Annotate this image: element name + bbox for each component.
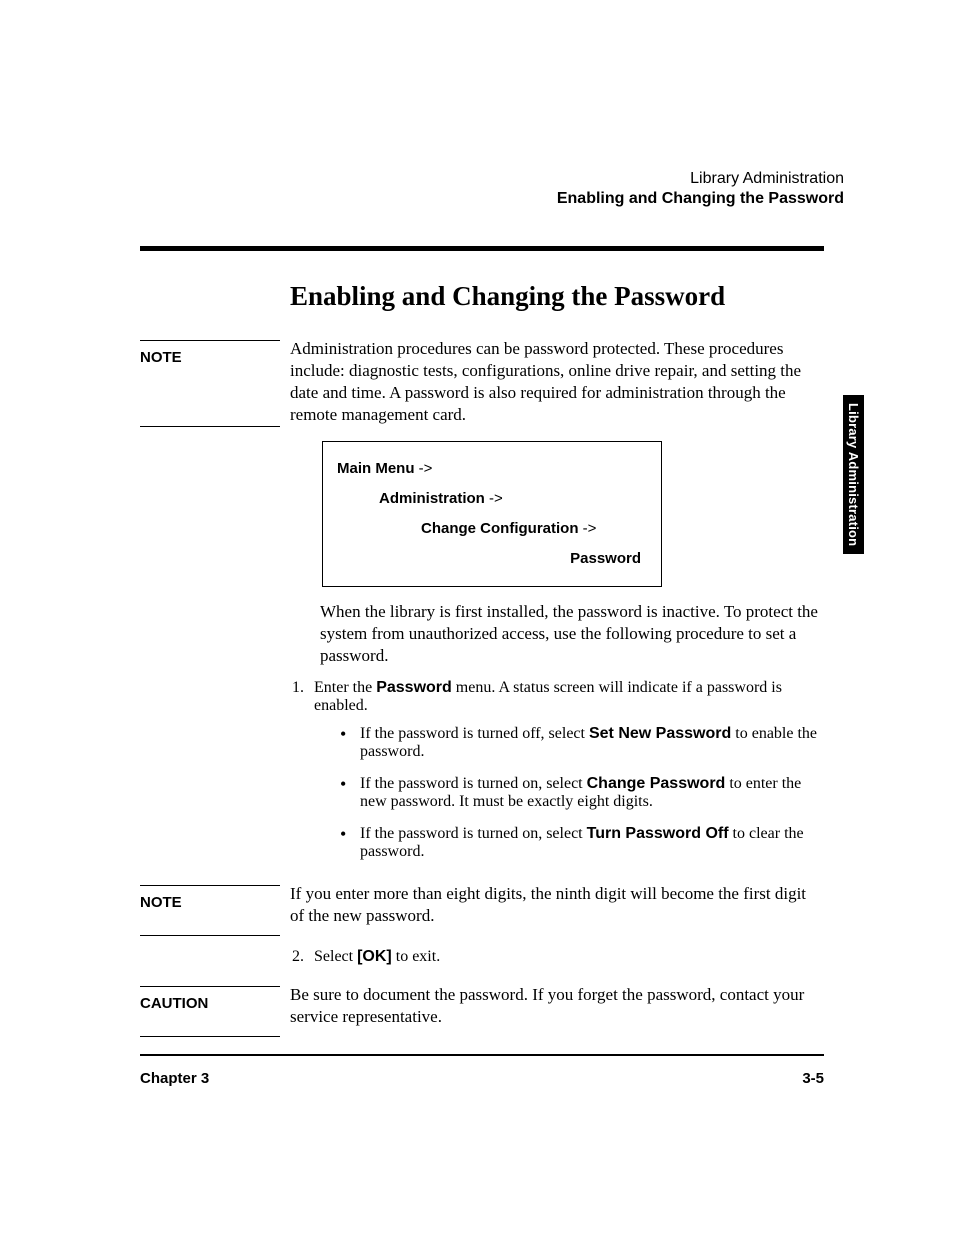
bullet-item: If the password is turned on, select Cha… [340,775,824,811]
caution-block: CAUTION Be sure to document the password… [140,984,824,1037]
header-topic: Enabling and Changing the Password [140,190,844,208]
step-1: Enter the Password menu. A status screen… [308,679,824,861]
bullet-text: If the password is turned on, select [360,775,587,792]
bullet-text: If the password is turned off, select [360,725,589,742]
menu-path-box: Main Menu -> Administration -> Change Co… [322,441,662,587]
footer-page-number: 3-5 [802,1070,824,1087]
bullet-bold: Turn Password Off [587,825,729,842]
rule [140,340,280,341]
side-tab: Library Administration [843,395,864,554]
note-label-col: NOTE [140,883,290,936]
bullet-bold: Set New Password [589,725,731,742]
note-text: Administration procedures can be passwor… [290,338,824,426]
rule [140,1036,280,1037]
bullet-list: If the password is turned off, select Se… [314,725,824,861]
step-2: Select [OK] to exit. [308,948,824,966]
footer-chapter: Chapter 3 [140,1070,209,1087]
steps-list: Enter the Password menu. A status screen… [290,679,824,861]
caution-label: CAUTION [140,995,280,1012]
step-bold: [OK] [357,948,392,965]
step-text: Select [314,948,357,965]
content-area: Enabling and Changing the Password NOTE … [140,246,824,1037]
page: Library Administration Enabling and Chan… [0,0,954,1235]
caution-text: Be sure to document the password. If you… [290,984,824,1028]
running-header: Library Administration Enabling and Chan… [140,170,844,208]
steps-list: Select [OK] to exit. [290,948,824,966]
rule [140,986,280,987]
step-text: to exit. [392,948,440,965]
section-rule [140,246,824,251]
note-block: NOTE If you enter more than eight digits… [140,883,824,936]
rule [140,885,280,886]
menu-level-1: Main Menu -> [337,454,647,484]
step-text: Enter the [314,679,376,696]
bullet-item: If the password is turned on, select Tur… [340,825,824,861]
menu-level-2: Administration -> [337,484,647,514]
step-bold: Password [376,679,452,696]
menu-level-4: Password [337,544,647,574]
page-footer: Chapter 3 3-5 [140,1054,824,1087]
steps-wrap: Enter the Password menu. A status screen… [290,679,824,861]
caution-label-col: CAUTION [140,984,290,1037]
steps-wrap-2: Select [OK] to exit. [290,948,824,966]
note-block: NOTE Administration procedures can be pa… [140,338,824,427]
menu-path-wrap: Main Menu -> Administration -> Change Co… [290,441,824,587]
bullet-bold: Change Password [587,775,726,792]
intro-paragraph: When the library is first installed, the… [320,601,824,667]
note-label: NOTE [140,894,280,911]
bullet-item: If the password is turned off, select Se… [340,725,824,761]
menu-level-3: Change Configuration -> [337,514,647,544]
section-title: Enabling and Changing the Password [290,281,824,312]
rule [140,426,280,427]
header-section: Library Administration [140,170,844,188]
note-label-col: NOTE [140,338,290,427]
note-label: NOTE [140,349,280,366]
note-text: If you enter more than eight digits, the… [290,883,824,927]
bullet-text: If the password is turned on, select [360,825,587,842]
rule [140,935,280,936]
